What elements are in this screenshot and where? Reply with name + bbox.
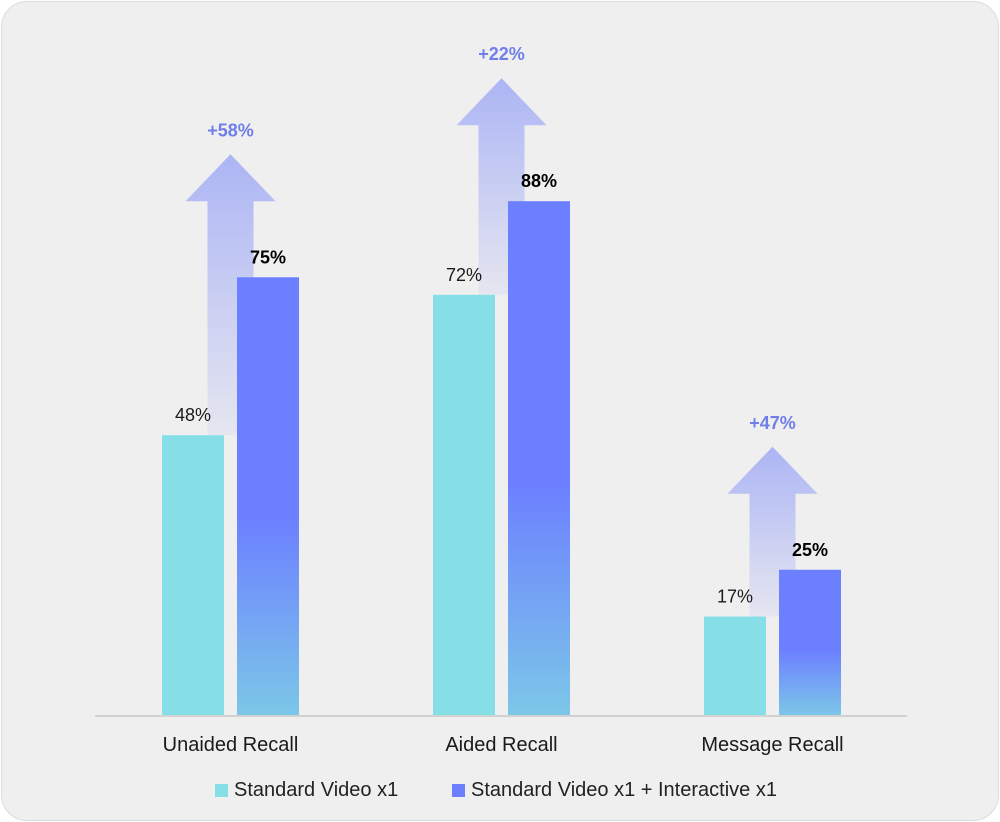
category-label-aided-recall: Aided Recall [445,734,557,756]
uplift-label-message-recall: +47% [749,413,796,433]
legend-label: Standard Video x1 [234,778,399,801]
legend-item-standard-plus-interactive: Standard Video x1 + Interactive x1 [452,776,777,804]
category-label-message-recall: Message Recall [701,734,843,756]
bar-standard-plus-interactive-aided-recall [508,201,570,716]
bar-standard-plus-interactive-message-recall [779,569,841,716]
bar-standard-video-aided-recall [433,294,495,716]
value-label-standard-video-message-recall: 17% [717,587,753,607]
legend: Standard Video x1 Standard Video x1 + In… [2,776,998,804]
uplift-label-unaided-recall: +58% [207,120,254,140]
legend-item-standard-video: Standard Video x1 [215,776,398,804]
bar-standard-video-message-recall [704,616,766,716]
bar-standard-video-unaided-recall [162,435,224,716]
category-label-unaided-recall: Unaided Recall [163,734,299,756]
value-label-standard-video-aided-recall: 72% [446,265,482,285]
value-label-standard-video-unaided-recall: 48% [175,405,211,425]
uplift-label-aided-recall: +22% [478,44,525,64]
legend-label: Standard Video x1 + Interactive x1 [471,778,777,801]
legend-swatch-standard-video [215,783,228,797]
value-label-standard-plus-interactive-unaided-recall: 75% [250,247,286,267]
bar-standard-plus-interactive-unaided-recall [237,277,299,716]
value-label-standard-plus-interactive-message-recall: 25% [792,540,828,560]
value-label-standard-plus-interactive-aided-recall: 88% [521,171,557,191]
legend-swatch-standard-plus-interactive [452,783,465,797]
